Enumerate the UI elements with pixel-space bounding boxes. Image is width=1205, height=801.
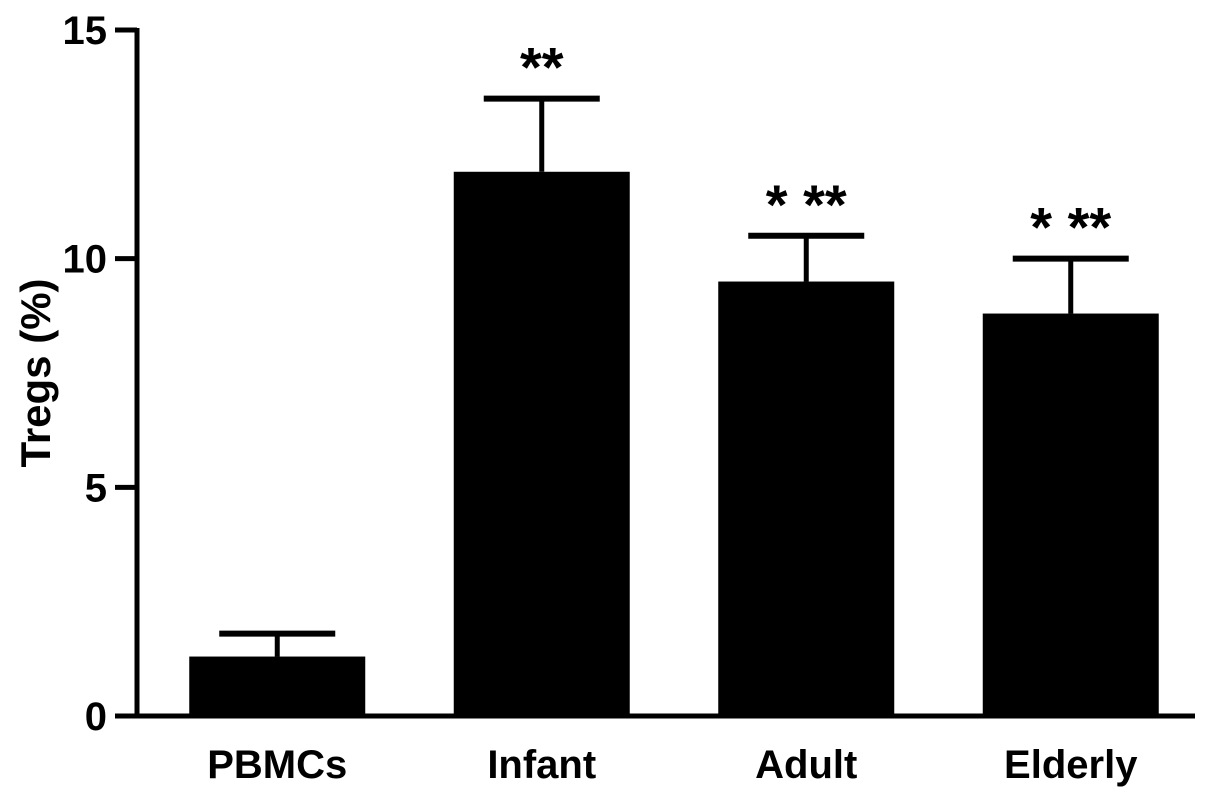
y-tick-label: 10 [63,238,108,282]
bar-elderly [982,313,1159,716]
significance-annotation: * ** [1030,196,1111,259]
y-tick-label: 15 [63,9,108,53]
x-tick-label: Infant [487,743,596,787]
bar-infant [453,171,630,717]
y-axis-label: Tregs (%) [12,278,59,467]
x-tick-label: Adult [755,743,857,787]
significance-annotation: ** [520,36,564,99]
x-tick-label: PBMCs [207,743,347,787]
bar-adult [718,281,895,716]
bar-pbmcs [189,656,366,716]
y-tick-label: 5 [85,466,107,510]
significance-annotation: * ** [766,173,847,236]
plot-area: 0 5 10 15 PBMCs Infant ** Adult * ** Elderly * ** [63,9,1159,787]
x-tick-label: Elderly [1004,743,1138,787]
y-tick-label: 0 [85,695,107,739]
